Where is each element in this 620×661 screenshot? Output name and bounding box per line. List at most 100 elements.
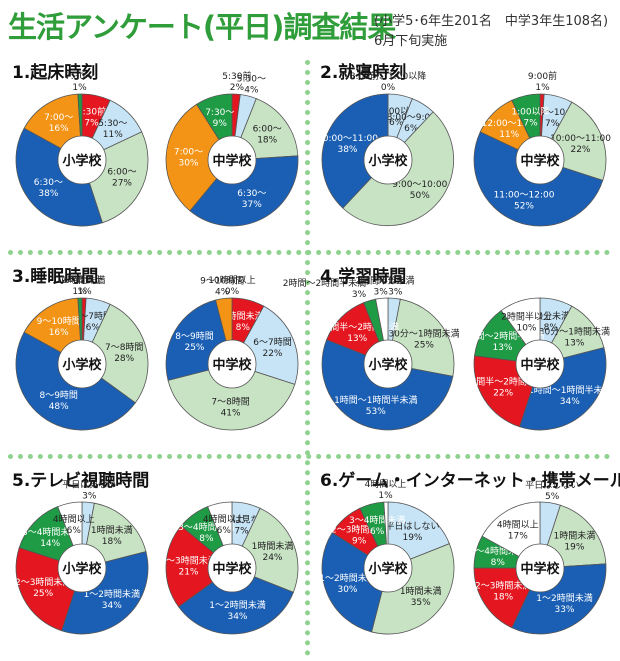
slice-value-label: 16%: [49, 124, 69, 134]
slice-value-label: 41%: [221, 409, 241, 419]
slice-label: 2時間半以上: [355, 274, 406, 286]
slice-value-label: 25%: [414, 341, 434, 351]
slice-label: 3～4時間未満: [22, 526, 78, 538]
slice-value-label: 30%: [337, 585, 357, 595]
slice-value-label: 9%: [213, 119, 228, 129]
slice-label: 平日はしない: [385, 521, 439, 532]
donut-hole: [207, 135, 257, 185]
slice-label: 8～9時間: [175, 331, 213, 342]
slice-value-label: 8%: [544, 323, 559, 333]
slice-label: 7:30～: [65, 72, 94, 82]
slice-label: 3～4時間未満: [349, 514, 405, 526]
center-label: 小学校: [62, 357, 102, 373]
slice-label: 2～3時間未満: [15, 576, 71, 588]
center-label: 中学校: [212, 561, 252, 577]
slice-label: 5:30～: [98, 119, 127, 129]
slice-value-label: 13%: [564, 338, 584, 348]
slice-label: 6時間未満: [64, 274, 106, 286]
slice-value-label: 17%: [508, 532, 528, 542]
slice-label: 平日は見ない: [214, 515, 268, 526]
donut-hole: [57, 135, 107, 185]
slice-value-label: 6%: [67, 526, 82, 536]
slice-value-label: 6%: [404, 124, 419, 134]
slice-value-label: 18%: [257, 135, 277, 145]
slice-value-label: 1%: [77, 287, 92, 297]
slice-value-label: 6%: [370, 527, 385, 537]
slice-label: 30分～1時間未満: [539, 325, 610, 337]
donut-hole: [363, 339, 413, 389]
slice-label: 1～2時間未満: [209, 599, 265, 611]
slice-value-label: 11%: [103, 130, 123, 140]
page-title: 生活アンケート(平日)調査結果: [8, 10, 396, 44]
slice-value-label: 1%: [72, 287, 87, 297]
donut-hole: [57, 543, 107, 593]
donut-hole: [207, 339, 257, 389]
slice-label: 平日はしない: [525, 480, 579, 491]
slice-label: 1:00以降: [511, 106, 549, 118]
pie-chart-8: 30分未満8%30分～1時間未満13%1時間～1時間半未満34%1時間半～2時間…: [461, 297, 612, 431]
center-label: 中学校: [212, 153, 252, 169]
section-1-title: 1.起床時刻: [12, 63, 99, 83]
pie-slice: [165, 525, 233, 608]
slice-label: 10:00～11:00: [550, 134, 611, 144]
center-label: 小学校: [62, 153, 102, 169]
center-label: 中学校: [212, 357, 252, 373]
pie-slice: [81, 303, 149, 404]
slice-label: 1時間未満: [554, 529, 596, 541]
slice-value-label: 21%: [178, 568, 198, 578]
center-label: 小学校: [368, 153, 408, 169]
pie-slice: [189, 155, 299, 227]
center-label: 中学校: [520, 561, 560, 577]
center-label: 小学校: [368, 357, 408, 373]
sample-note: (小学5･6年生201名 中学3年生108名): [374, 14, 609, 29]
pie-chart-7: 30分未満3%30分～1時間未満25%1時間～1時間半未満53%1時間半～2時間…: [283, 274, 460, 431]
slice-value-label: 22%: [262, 349, 282, 359]
slice-label: 1時間未満: [91, 524, 133, 536]
donut-hole: [363, 135, 413, 185]
slice-label: 2～3時間未満: [160, 555, 216, 567]
slice-value-label: 6%: [217, 526, 232, 536]
slice-label: 7:00～: [44, 113, 73, 123]
center-label: 小学校: [62, 561, 102, 577]
pie-chart-12: 平日はしない5%1時間未満19%1～2時間未満33%2～3時間未満18%3～4時…: [470, 480, 607, 635]
section-5-title: 5.テレビ視聴時間: [12, 471, 150, 491]
slice-value-label: 7%: [523, 119, 538, 129]
slice-value-label: 5%: [545, 492, 560, 502]
slice-label: 4時間以上: [497, 520, 539, 531]
slice-label: 7～8時間: [211, 397, 249, 408]
slice-label: 9:00～10:00: [392, 180, 447, 190]
center-label: 中学校: [520, 357, 560, 373]
slice-value-label: 34%: [560, 397, 580, 407]
slice-label: 4時間以上: [53, 514, 95, 525]
slice-value-label: 16%: [49, 328, 69, 338]
slice-label: 8:00前、1:00以降: [350, 70, 426, 82]
slice-value-label: 3%: [82, 491, 97, 501]
section-2-title: 2.就寝時刻: [320, 63, 407, 83]
slice-label: 2～3時間未満: [475, 579, 531, 591]
slice-label: 30分未満: [532, 310, 570, 322]
center-label: 中学校: [520, 153, 560, 169]
slice-label: 平日は見ない: [62, 479, 116, 490]
slice-value-label: 9%: [352, 536, 367, 546]
pie-chart-10: 平日は見ない7%1時間未満24%1～2時間未満34%2～3時間未満21%3～4時…: [160, 501, 299, 635]
slice-label: 10:00～11:00: [317, 134, 378, 144]
slice-value-label: 19%: [564, 542, 584, 552]
slice-label: 7:00～: [174, 147, 203, 157]
slice-label: 9:00～10:00: [525, 108, 580, 118]
slice-label: 1～2時間未満: [536, 592, 592, 604]
slice-label: 6:00～: [253, 124, 282, 134]
slice-value-label: 7%: [545, 119, 560, 129]
slice-value-label: 28%: [114, 354, 134, 364]
center-label: 小学校: [368, 561, 408, 577]
slice-value-label: 7%: [84, 119, 99, 129]
donut-hole: [515, 135, 565, 185]
slice-value-label: 38%: [38, 189, 58, 199]
pie-slice: [167, 363, 296, 431]
slice-label: 2時間半以上: [501, 311, 552, 323]
pie-slice: [165, 103, 233, 212]
slice-value-label: 13%: [492, 343, 512, 353]
slice-label: 30分未満: [376, 274, 414, 286]
